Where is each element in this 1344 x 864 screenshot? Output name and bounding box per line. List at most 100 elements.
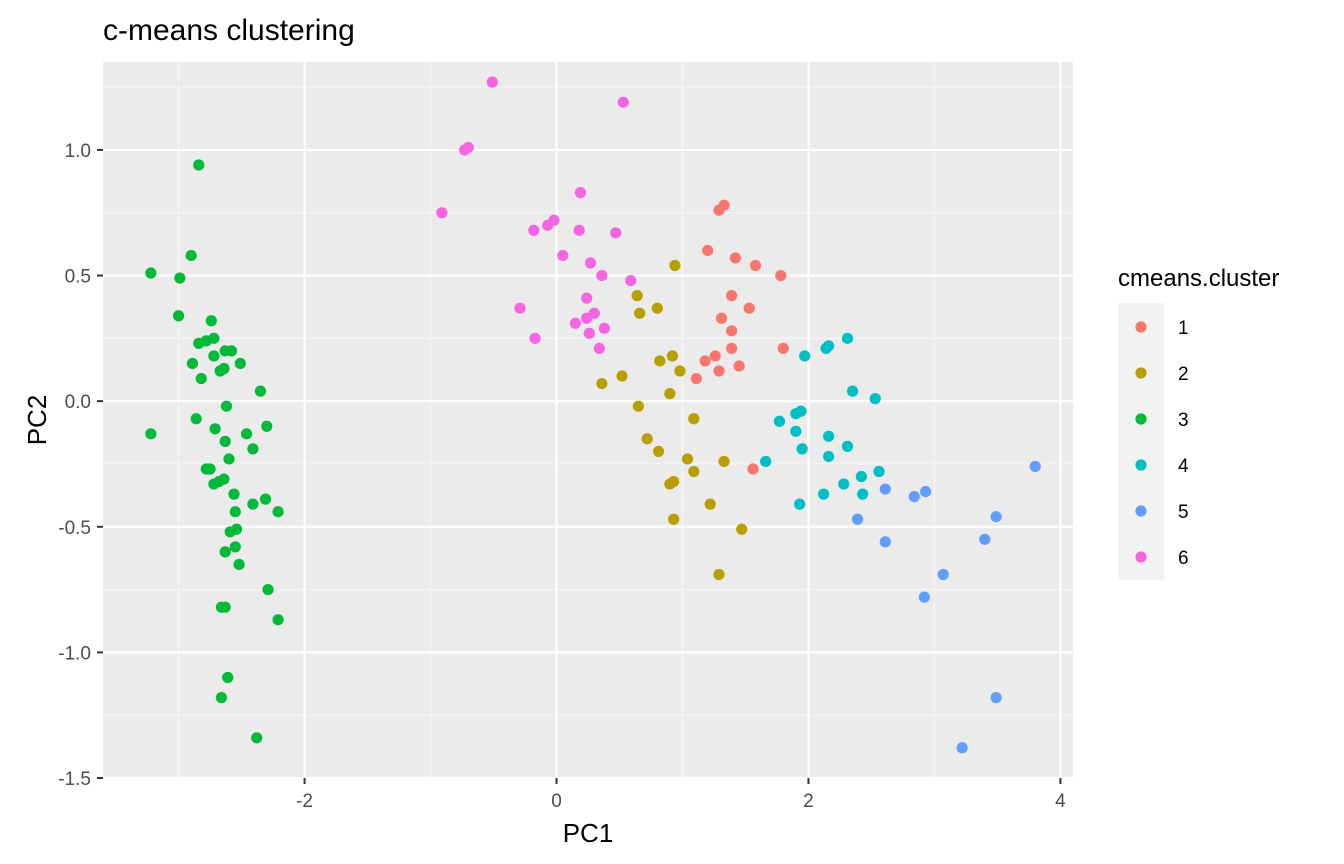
data-point (799, 350, 811, 362)
data-point (773, 415, 786, 427)
data-point (956, 742, 968, 754)
data-point (838, 478, 850, 490)
data-point (145, 267, 157, 279)
data-point (514, 302, 526, 314)
data-point (593, 342, 605, 354)
data-point (879, 536, 891, 548)
data-point (920, 486, 932, 498)
data-point (193, 337, 205, 349)
data-point (641, 433, 653, 445)
data-point (598, 322, 610, 334)
data-point (736, 523, 748, 535)
data-point (215, 692, 228, 704)
y-tick-label: 0.0 (65, 392, 91, 413)
data-point (669, 259, 681, 272)
data-point (713, 568, 725, 581)
data-point (262, 583, 274, 596)
data-point (726, 290, 738, 302)
legend-label-1: 1 (1178, 318, 1189, 339)
data-point (654, 355, 666, 367)
data-point (718, 455, 730, 468)
data-point (749, 259, 762, 272)
data-point (688, 413, 700, 425)
data-point (918, 591, 930, 603)
legend-label-5: 5 (1178, 502, 1189, 523)
data-point (726, 342, 738, 354)
data-point (209, 423, 221, 435)
data-point (674, 365, 686, 377)
series-cluster-3 (145, 159, 284, 744)
data-point (247, 498, 259, 510)
data-point (219, 546, 231, 558)
data-point (664, 388, 676, 400)
data-point (617, 96, 629, 108)
data-point (702, 244, 714, 257)
series-cluster-1 (690, 199, 789, 475)
data-point (846, 385, 859, 397)
y-tick-label: -0.5 (58, 518, 91, 539)
data-point (223, 453, 235, 465)
data-point (681, 453, 694, 465)
data-point (733, 360, 745, 372)
data-point (581, 312, 593, 324)
data-point (229, 506, 241, 518)
legend-key-2 (1135, 367, 1147, 379)
data-point (857, 488, 869, 500)
series-cluster-4 (760, 332, 885, 510)
data-point (241, 428, 253, 440)
data-point (557, 249, 569, 262)
data-point (528, 224, 540, 236)
data-point (542, 219, 554, 231)
x-tick-label: 4 (1055, 791, 1066, 812)
data-point (208, 350, 220, 362)
data-point (458, 144, 471, 156)
y-tick-label: 1.0 (65, 141, 91, 162)
legend-label-4: 4 (1178, 456, 1189, 477)
data-point (879, 483, 891, 495)
data-point (486, 76, 498, 88)
legend-label-3: 3 (1178, 410, 1189, 431)
data-point (747, 463, 759, 475)
data-point (869, 393, 881, 405)
data-point (729, 252, 741, 264)
data-point (794, 498, 806, 510)
data-point (610, 227, 622, 239)
data-point (666, 350, 679, 362)
data-point (581, 292, 593, 304)
x-axis-title: PC1 (563, 818, 614, 848)
data-point (652, 445, 665, 458)
data-point (664, 478, 676, 490)
data-point (690, 372, 702, 385)
data-point (790, 425, 802, 437)
x-tick-label: 2 (803, 791, 814, 812)
series-cluster-2 (596, 259, 748, 581)
major-gridlines (103, 62, 1073, 780)
data-point (219, 435, 231, 447)
legend-key-background (1118, 303, 1164, 580)
data-point (726, 325, 738, 337)
plot-panel (103, 62, 1073, 778)
data-point (632, 400, 644, 412)
data-point (709, 350, 721, 362)
data-point (596, 377, 608, 390)
legend-title: cmeans.cluster (1118, 265, 1279, 292)
data-point (873, 465, 885, 478)
legend-label-6: 6 (1178, 548, 1189, 569)
series-cluster-5 (851, 460, 1041, 754)
legend-label-2: 2 (1178, 364, 1189, 385)
data-point (234, 357, 246, 370)
data-point (823, 430, 835, 442)
data-point (193, 159, 205, 171)
data-point (631, 290, 643, 302)
data-point (228, 488, 240, 500)
x-axis: -2 0 2 4 (296, 778, 1066, 812)
data-point (436, 207, 448, 219)
series-cluster-6 (436, 76, 637, 354)
data-point (229, 541, 241, 553)
data-point (777, 342, 789, 354)
data-point (573, 224, 585, 236)
data-point (215, 601, 228, 613)
data-point (233, 558, 245, 571)
data-point (713, 365, 725, 377)
data-point (715, 312, 728, 324)
